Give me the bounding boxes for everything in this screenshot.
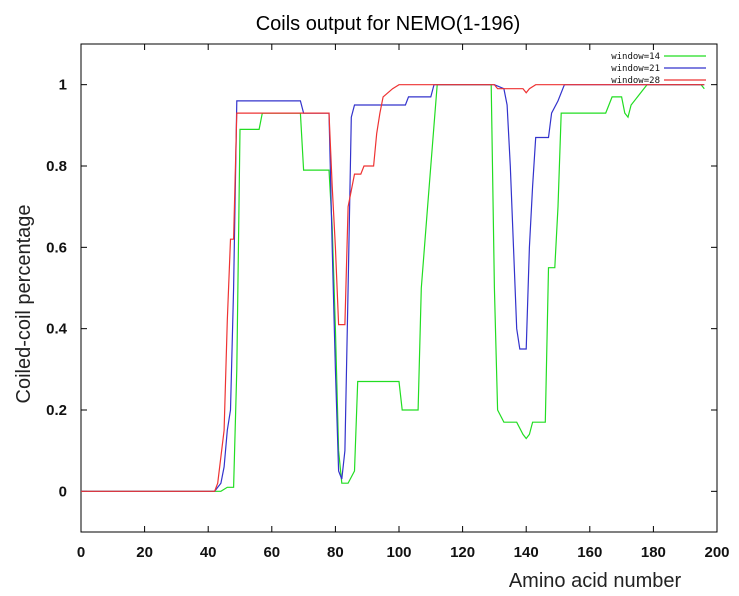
legend-label: window=14	[611, 52, 660, 62]
series-line-window-14	[81, 84, 705, 492]
x-axis-label: Amino acid number	[509, 570, 682, 592]
y-tick-label: 0.6	[46, 239, 67, 256]
x-tick-label: 20	[136, 544, 153, 561]
series-lines	[81, 84, 705, 492]
y-axis-label: Coiled-coil percentage	[13, 204, 35, 403]
y-tick-label: 0.8	[46, 158, 67, 175]
y-tick-label: 0.4	[46, 321, 68, 338]
x-tick-label: 0	[77, 544, 85, 561]
x-tick-label: 60	[263, 544, 280, 561]
plot-frame	[80, 43, 718, 533]
x-tick-label: 100	[386, 544, 411, 561]
x-tick-label: 200	[704, 544, 729, 561]
y-tick-label: 0.2	[46, 402, 67, 419]
chart-title: Coils output for NEMO(1-196)	[256, 13, 521, 35]
y-tick-label: 0	[59, 483, 67, 500]
legend-label: window=28	[611, 76, 660, 86]
legend-label: window=21	[611, 64, 660, 74]
legend: window=14 window=21 window=28	[611, 52, 706, 86]
x-tick-label: 180	[641, 544, 666, 561]
y-tick-label: 1	[59, 77, 67, 94]
x-tick-label: 40	[200, 544, 217, 561]
axis-ticks: 0 20 40 60 80 100 120 140 160 180 200 0 0.2 0.4 0.6 0.8…	[46, 44, 730, 561]
x-tick-label: 80	[327, 544, 344, 561]
x-tick-label: 160	[577, 544, 602, 561]
x-tick-label: 120	[450, 544, 475, 561]
series-line-window-21	[81, 84, 705, 492]
series-line-window-28	[81, 84, 705, 492]
x-tick-label: 140	[514, 544, 539, 561]
